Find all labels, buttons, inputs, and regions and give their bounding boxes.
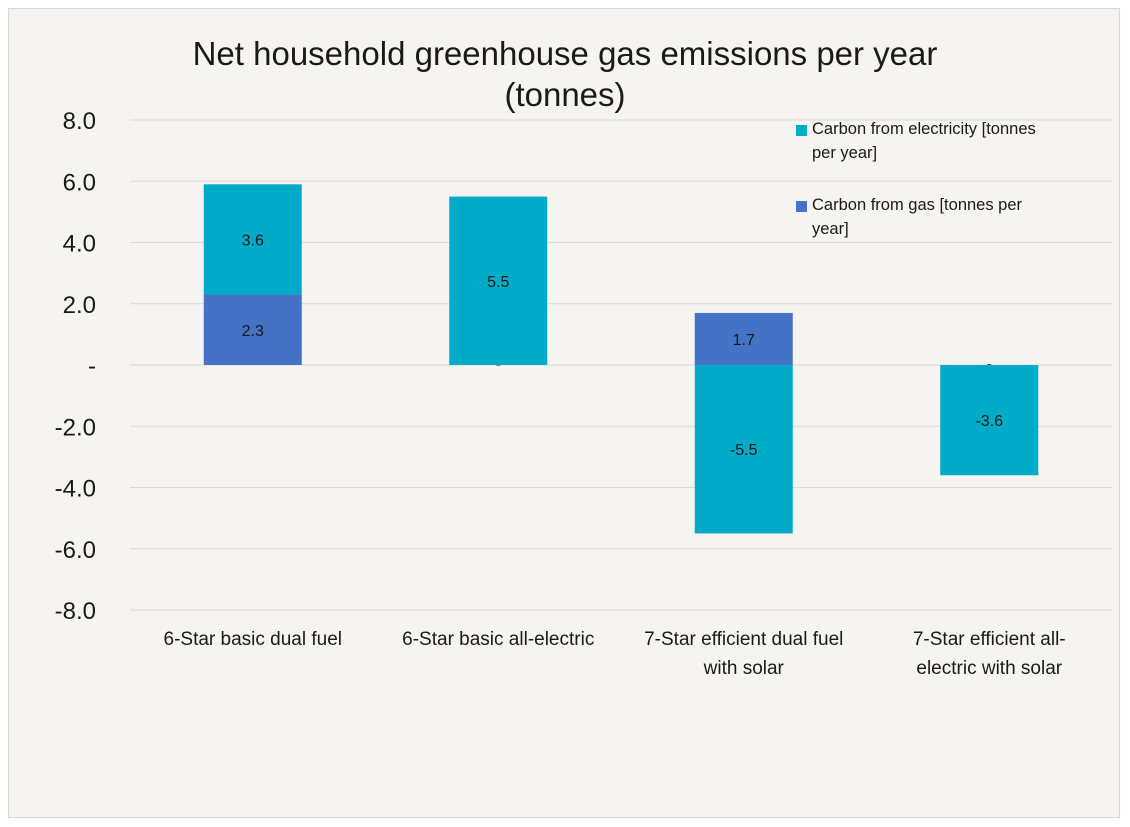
data-label: -3.6 <box>975 413 1003 430</box>
y-tick-label: -8.0 <box>55 598 96 625</box>
data-label: 1.7 <box>733 332 755 349</box>
x-tick-label: with solar <box>703 658 785 679</box>
y-tick-label: 6.0 <box>63 169 96 196</box>
legend-label-gas-line-1: Carbon from gas [tonnes per <box>812 195 1023 214</box>
bar-gas <box>203 294 302 365</box>
y-tick-label: 8.0 <box>63 108 96 135</box>
data-label: 2.3 <box>242 323 264 340</box>
bar-gas <box>694 312 793 365</box>
chart-title: Net household greenhouse gas emissions p… <box>0 34 1130 116</box>
bar-electricity <box>203 184 302 295</box>
y-tick-label: 4.0 <box>63 231 96 258</box>
legend-swatch-electricity <box>796 125 807 136</box>
chart-area <box>8 8 1120 818</box>
x-tick-label: 7-Star efficient all- <box>913 629 1066 650</box>
legend: Carbon from electricity [tonnes per year… <box>796 118 1102 270</box>
bar-electricity <box>449 196 548 365</box>
data-label: 5.5 <box>487 274 509 291</box>
chart-title-line-2: (tonnes) <box>504 75 626 113</box>
x-tick-label: 6-Star basic dual fuel <box>164 629 343 650</box>
data-label: - <box>987 356 992 373</box>
y-tick-label: - <box>88 353 96 380</box>
bar-electricity <box>694 365 793 534</box>
legend-item-electricity: Carbon from electricity [tonnes per year… <box>796 118 1102 166</box>
data-label: -5.5 <box>730 442 758 459</box>
x-tick-label: 7-Star efficient dual fuel <box>644 629 843 650</box>
y-tick-label: -6.0 <box>55 537 96 564</box>
legend-label-gas-line-2: year] <box>812 219 849 238</box>
legend-swatch-gas <box>796 200 807 212</box>
x-tick-label: 6-Star basic all-electric <box>402 629 594 650</box>
y-tick-label: -4.0 <box>55 476 96 503</box>
chart-title-line-1: Net household greenhouse gas emissions p… <box>192 35 938 72</box>
legend-label-electricity-line-1: Carbon from electricity [tonnes <box>812 120 1036 138</box>
y-tick-label: 2.0 <box>63 292 96 319</box>
x-tick-label: electric with solar <box>916 658 1062 679</box>
legend-item-gas: Carbon from gas [tonnes per year] <box>796 194 1102 242</box>
bar-electricity <box>940 365 1039 476</box>
legend-label-electricity-line-2: per year] <box>812 143 878 162</box>
y-tick-label: -2.0 <box>55 414 96 441</box>
data-label: 3.6 <box>242 232 264 249</box>
